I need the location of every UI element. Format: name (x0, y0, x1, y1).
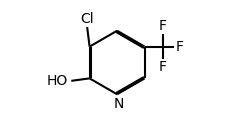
Text: F: F (159, 19, 167, 33)
Text: N: N (113, 97, 123, 111)
Text: F: F (159, 60, 167, 74)
Text: HO: HO (47, 74, 68, 88)
Text: Cl: Cl (80, 12, 94, 26)
Text: F: F (175, 40, 183, 54)
